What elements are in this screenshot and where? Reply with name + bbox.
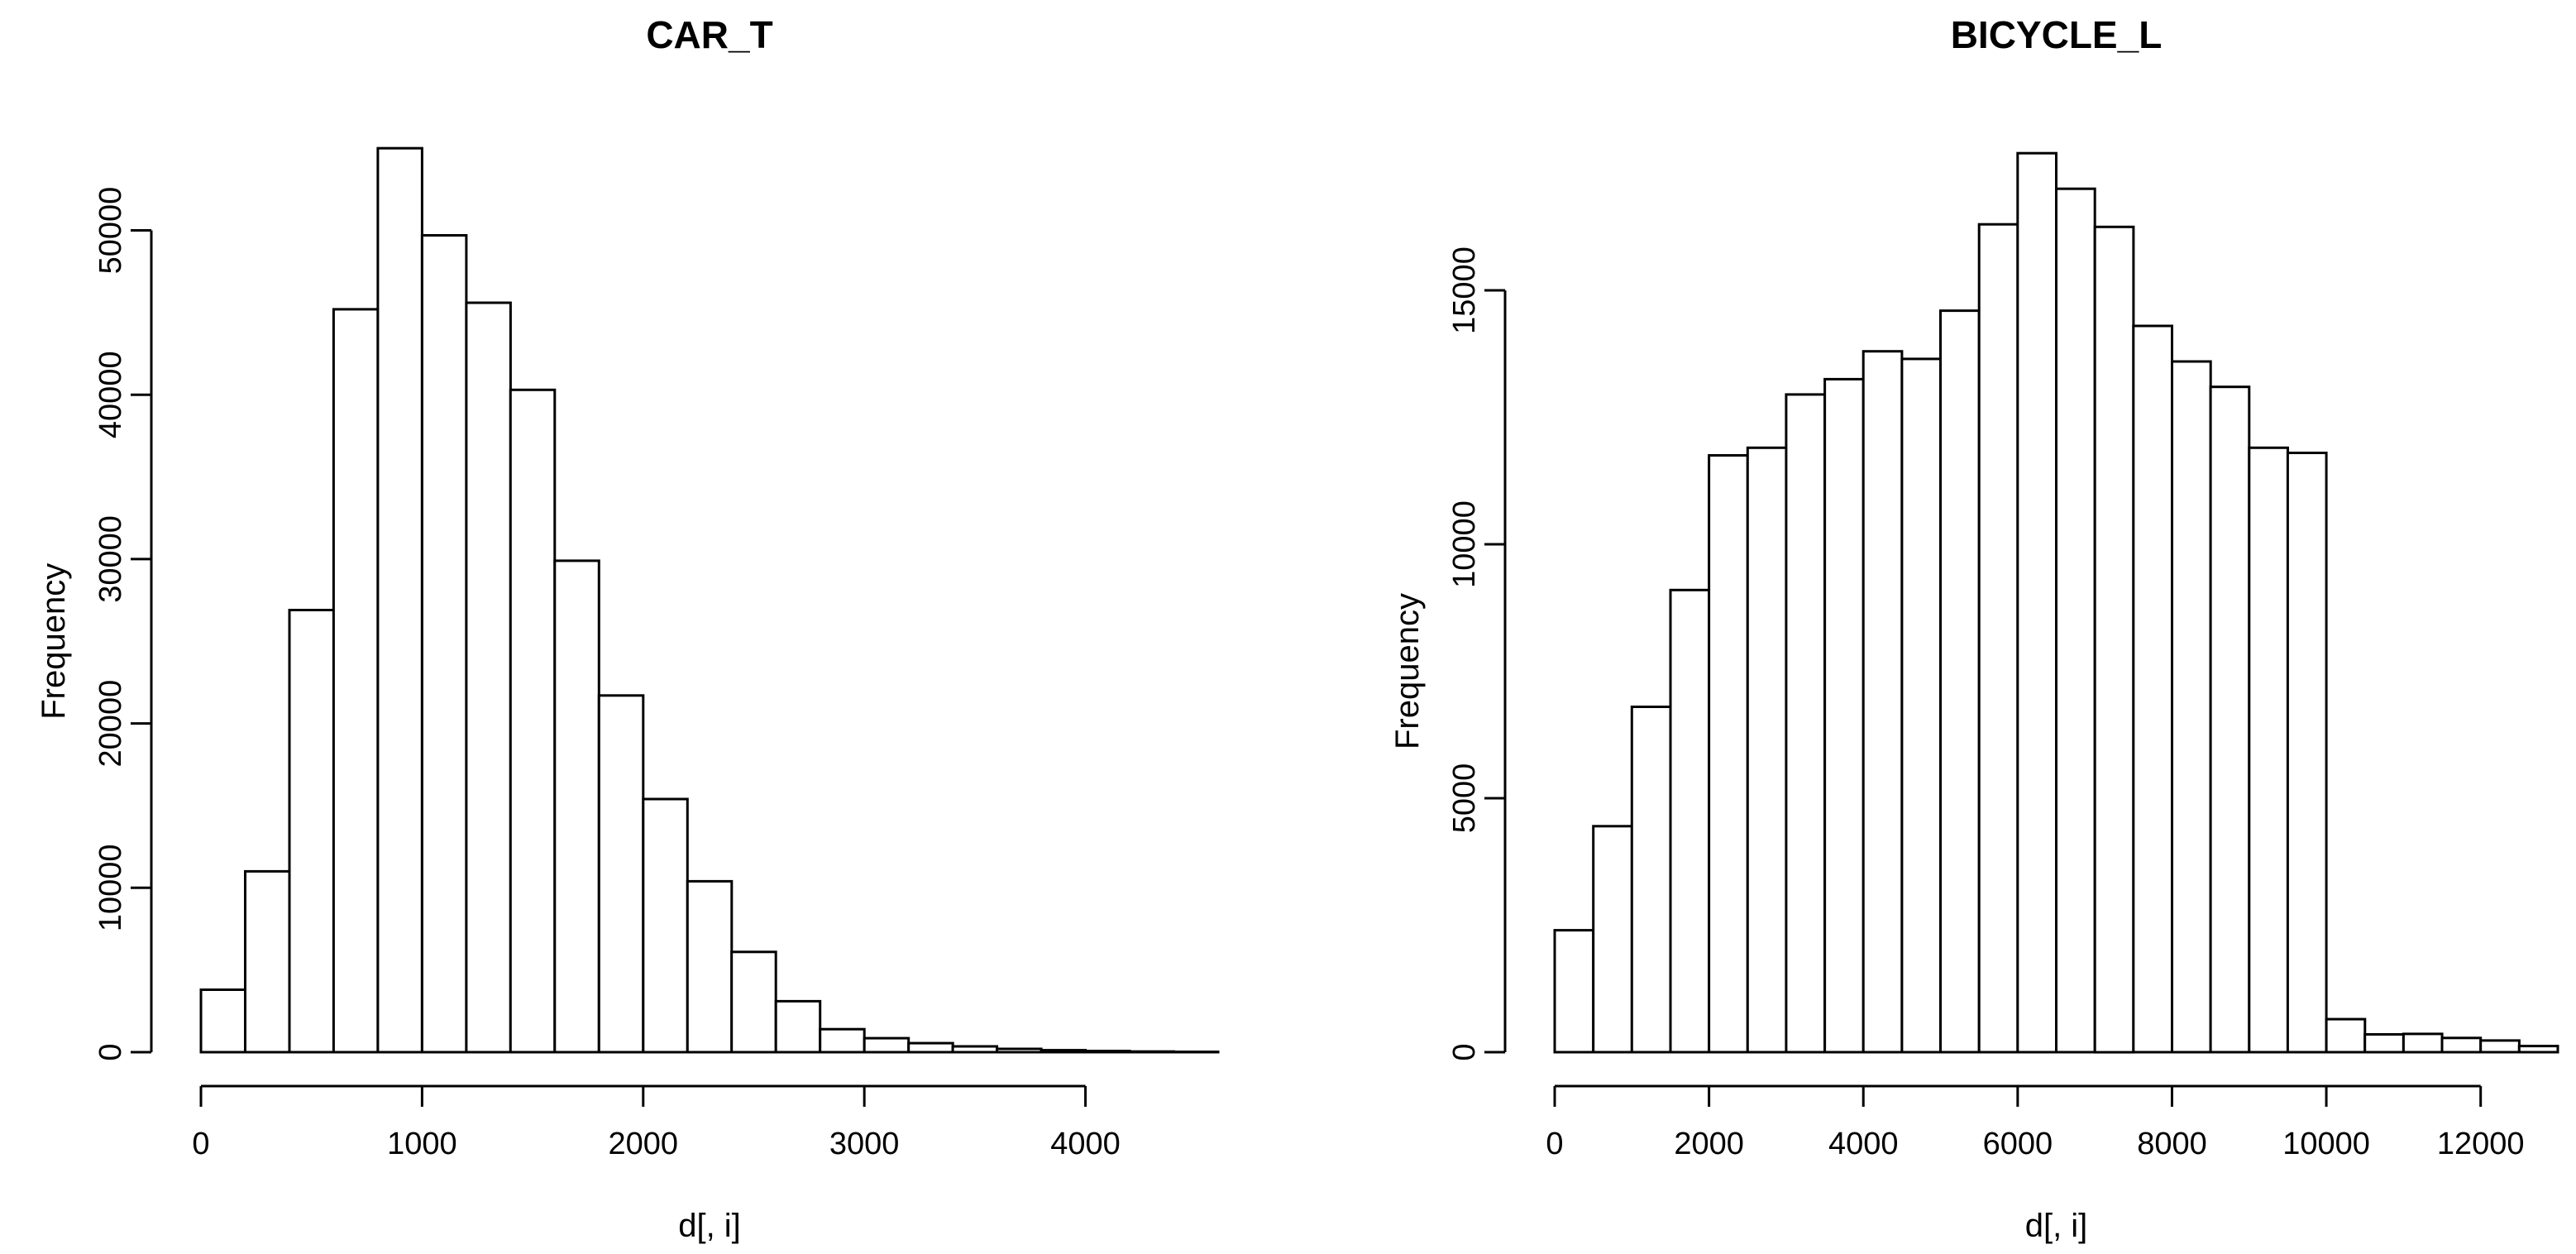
histogram-bar xyxy=(1977,223,2019,1054)
histogram-bar xyxy=(332,308,380,1054)
x-tick-label: 6000 xyxy=(1983,1127,2053,1161)
x-tick-label: 12000 xyxy=(2437,1127,2525,1161)
histogram-bar xyxy=(2325,1017,2367,1054)
histogram-bar xyxy=(1669,588,1711,1054)
x-tick-label: 2000 xyxy=(609,1127,679,1161)
histogram-bar xyxy=(996,1047,1043,1054)
x-tick-label: 4000 xyxy=(1050,1127,1121,1161)
histogram-bar xyxy=(2363,1033,2405,1054)
x-tick-label: 4000 xyxy=(1828,1127,1899,1161)
chart-panel-car_t: 0 1000 2000 3000 400001000020000300004000050… xyxy=(36,13,1220,1244)
histogram-bar xyxy=(1823,377,1865,1054)
histogram-bar xyxy=(2517,1045,2559,1054)
y-tick-label: 40000 xyxy=(93,351,128,438)
histogram-bar xyxy=(1708,454,1749,1054)
histogram-bars xyxy=(199,146,1220,1054)
x-tick-label: 0 xyxy=(192,1127,209,1161)
histogram-bar xyxy=(420,234,468,1054)
y-axis-title: Frequency xyxy=(36,563,72,720)
histogram-bar xyxy=(2479,1039,2521,1054)
chart-title: CAR_T xyxy=(646,13,772,56)
chart-panel-bicycle_l: 0 2000 4000 6000 8000 10000 12000 0 5000 10000 150… xyxy=(1389,13,2559,1244)
x-axis-title: d[, i] xyxy=(2025,1208,2088,1244)
x-tick-label: 2000 xyxy=(1674,1127,1744,1161)
y-tick-label: 5000 xyxy=(1447,763,1482,834)
x-axis: 0 2000 4000 6000 8000 10000 12000 xyxy=(1546,1084,2525,1161)
histogram-bar xyxy=(1785,393,1827,1054)
y-tick-label: 30000 xyxy=(93,515,128,603)
y-tick-label: 15000 xyxy=(1447,246,1482,334)
y-tick-label: 0 xyxy=(93,1043,128,1060)
histogram-bar xyxy=(1900,357,1943,1054)
histogram-bar xyxy=(1128,1050,1175,1054)
histogram-bar xyxy=(2093,225,2135,1054)
histogram-bar xyxy=(642,797,689,1054)
histogram-bar xyxy=(1630,706,1672,1054)
y-tick-label: 10000 xyxy=(93,844,128,931)
x-tick-label: 1000 xyxy=(387,1127,457,1161)
x-axis-title: d[, i] xyxy=(678,1208,741,1244)
histogram-bar xyxy=(2440,1036,2483,1054)
histogram-bar xyxy=(686,879,734,1054)
histogram-bar xyxy=(1592,825,1633,1054)
histogram-bar xyxy=(465,301,512,1054)
histogram-bar xyxy=(199,988,246,1054)
y-tick-label: 0 xyxy=(1447,1043,1482,1060)
histogram-bar xyxy=(774,999,822,1054)
histogram-bar xyxy=(376,146,423,1054)
x-tick-label: 3000 xyxy=(829,1127,900,1161)
histogram-bar xyxy=(2402,1032,2444,1054)
histogram-bar xyxy=(553,559,600,1054)
histogram-bar xyxy=(1039,1049,1087,1054)
y-tick-label: 50000 xyxy=(93,187,128,275)
x-tick-label: 8000 xyxy=(2137,1127,2207,1161)
x-axis: 0 1000 2000 3000 4000 xyxy=(192,1084,1121,1161)
y-axis: 0 10000 20000 30000 40000 50000 xyxy=(93,187,153,1061)
chart-title: BICYCLE_L xyxy=(1951,13,2163,56)
histogram-bar xyxy=(2055,187,2096,1054)
histogram-bar xyxy=(1862,350,1904,1054)
histogram-bar xyxy=(1084,1050,1131,1054)
histogram-bar xyxy=(2171,360,2212,1054)
histogram-bar xyxy=(2286,452,2328,1054)
histogram-bar xyxy=(1553,929,1595,1054)
histogram-bar xyxy=(1746,446,1788,1054)
x-tick-label: 0 xyxy=(1546,1127,1563,1161)
histogram-bar xyxy=(951,1045,999,1054)
y-tick-label: 20000 xyxy=(93,680,128,768)
histogram-bar xyxy=(730,950,777,1054)
histogram-bar xyxy=(509,388,557,1054)
y-axis-title: Frequency xyxy=(1389,593,1426,749)
histogram-bar xyxy=(2248,446,2290,1054)
histogram-bars xyxy=(1553,151,2559,1054)
histogram-bar xyxy=(597,694,645,1054)
histogram-bar xyxy=(907,1041,954,1054)
histogram-bar xyxy=(2132,324,2174,1054)
histogram-bar xyxy=(288,609,335,1054)
histogram-bar xyxy=(1939,309,1981,1054)
y-tick-label: 10000 xyxy=(1447,500,1482,588)
histogram-bar xyxy=(863,1036,910,1054)
histogram-bar xyxy=(2209,385,2251,1054)
histogram-bar xyxy=(2016,151,2058,1054)
histogram-bar xyxy=(819,1027,866,1054)
histogram-bar xyxy=(244,869,291,1054)
x-tick-label: 10000 xyxy=(2282,1127,2370,1161)
y-axis: 0 5000 10000 15000 xyxy=(1447,246,1507,1061)
